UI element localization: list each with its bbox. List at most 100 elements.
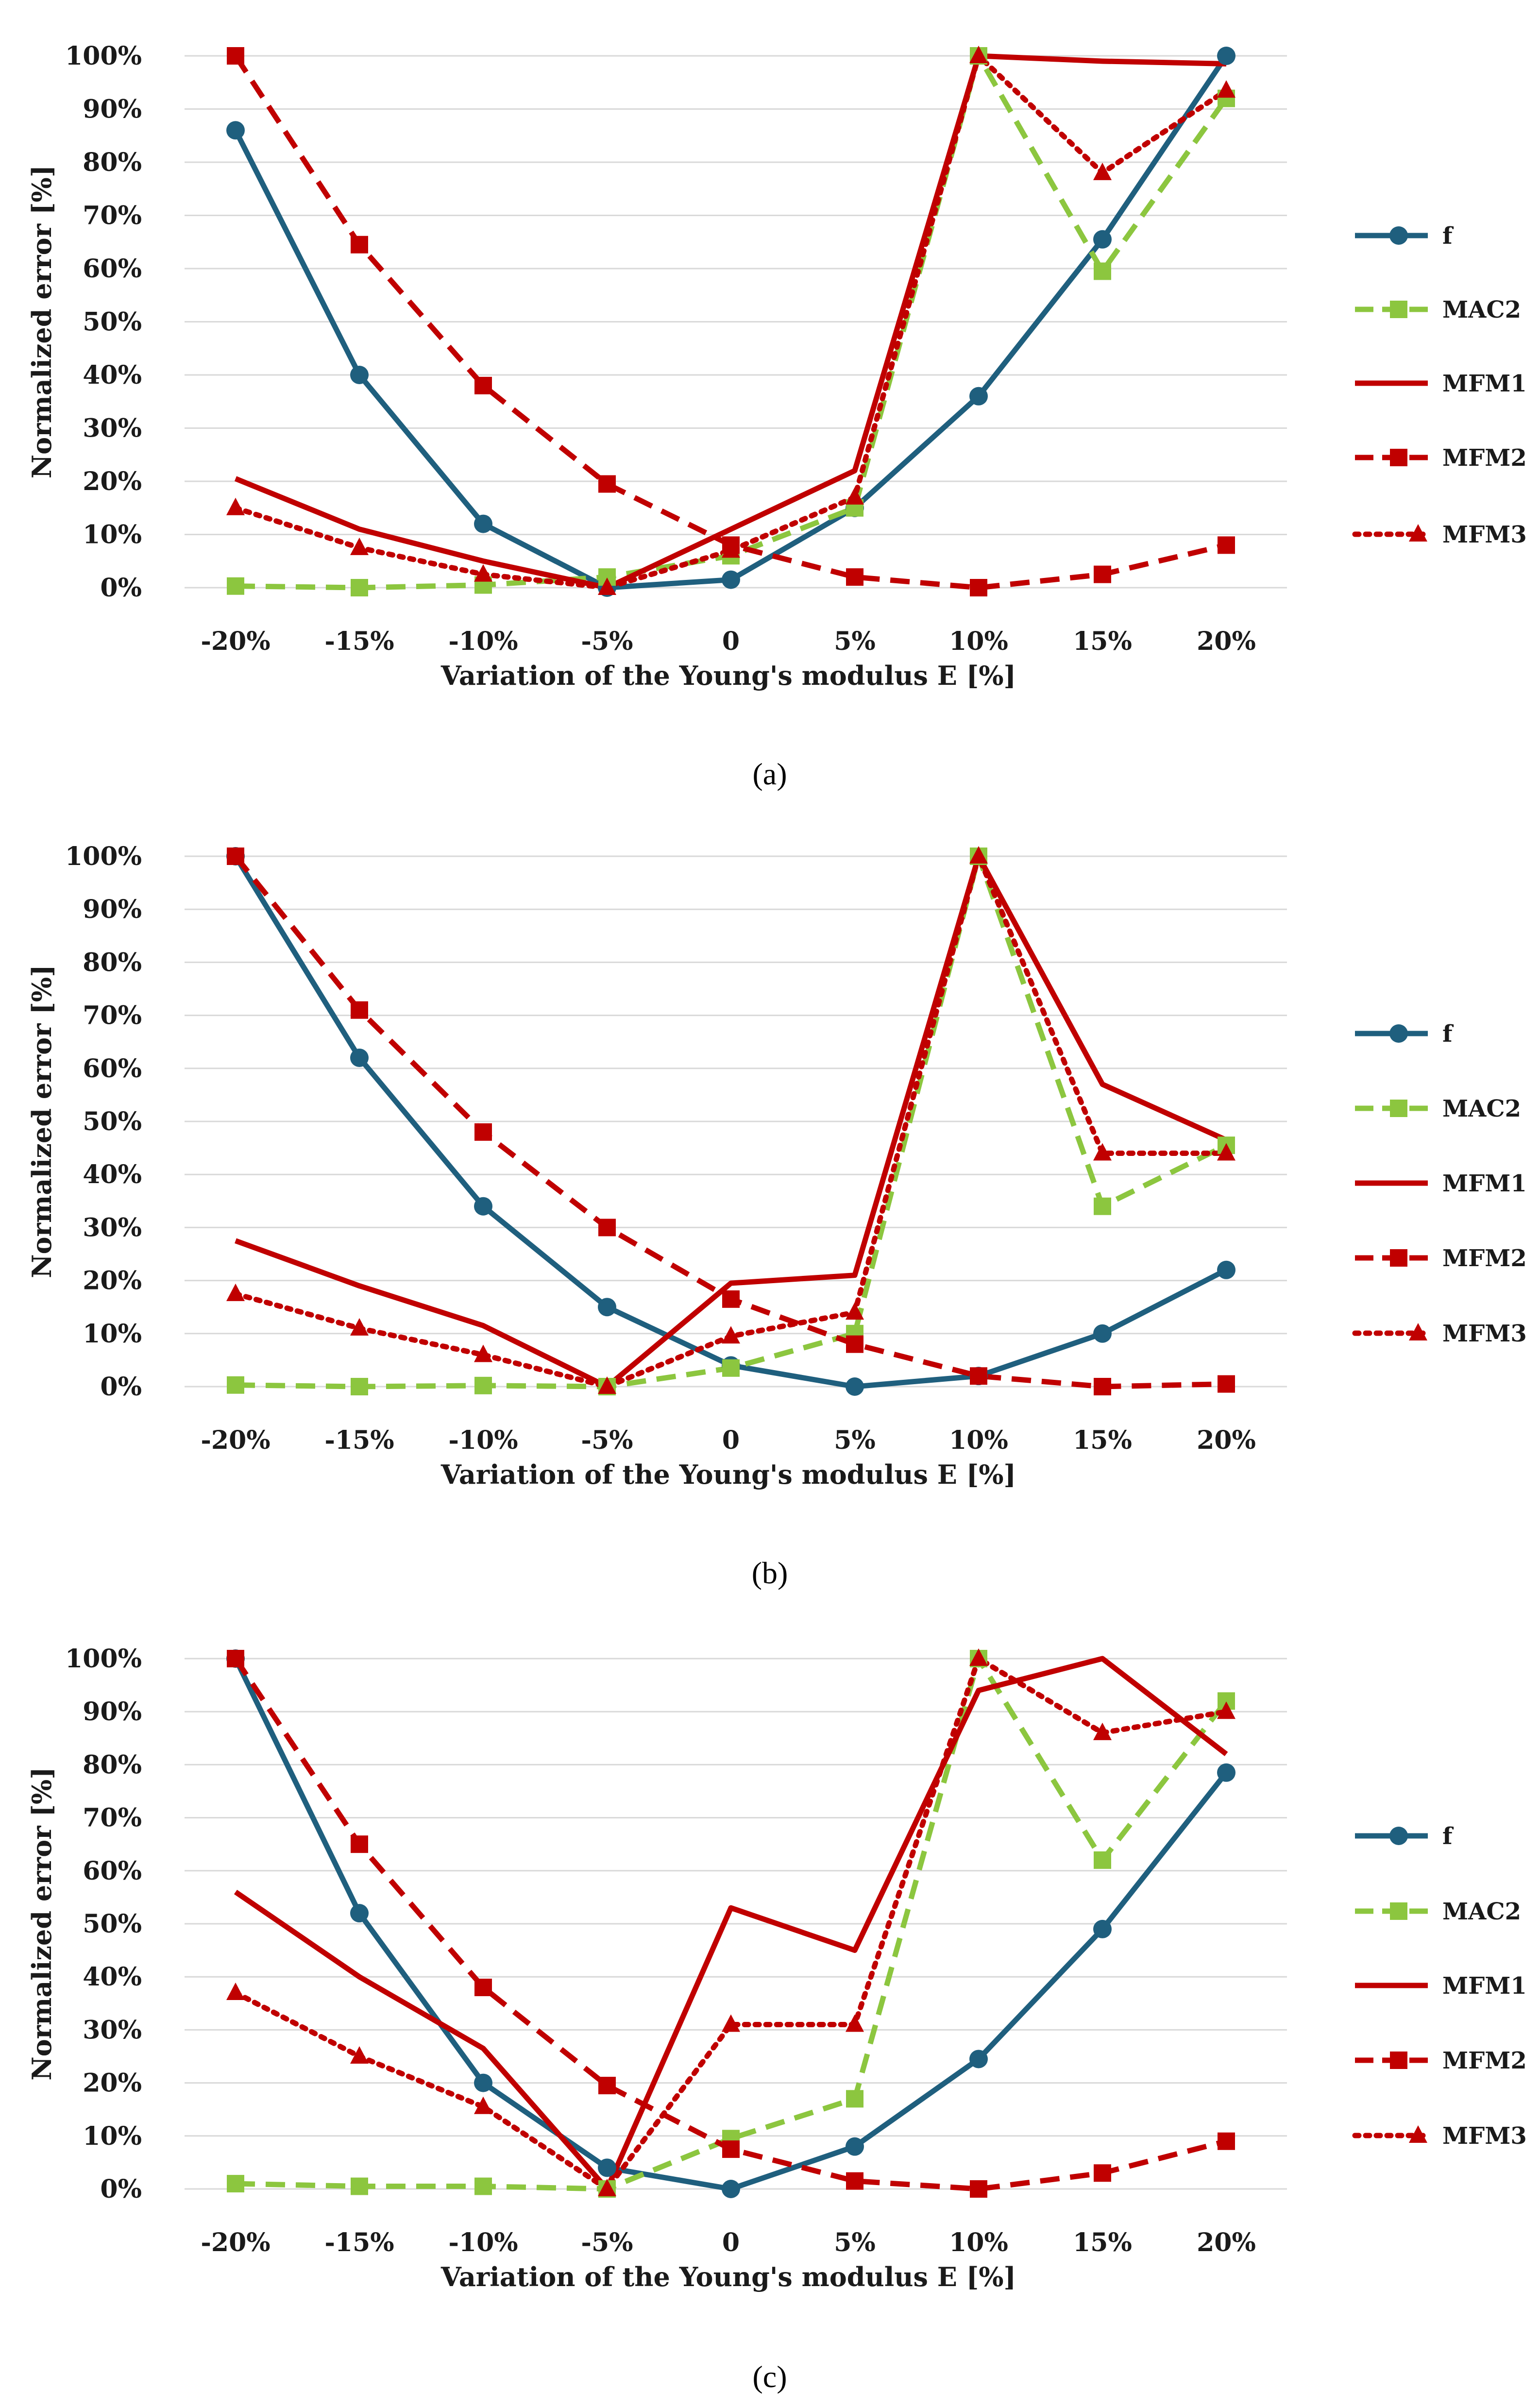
x-tick-label: -10% (448, 627, 518, 656)
y-tick-label: 80% (83, 1750, 142, 1780)
data-point-mfm2 (846, 1335, 863, 1353)
data-point-mfm3 (846, 2014, 864, 2032)
x-tick-label: 15% (1073, 2228, 1132, 2257)
legend-label-mfm1: MFM1 (1442, 1972, 1527, 2000)
data-point-mfm3 (846, 487, 864, 505)
data-point-mfm3 (722, 540, 740, 558)
data-point-f (722, 2180, 740, 2198)
x-tick-label: 0 (722, 627, 740, 656)
data-point-mfm2 (474, 1979, 492, 1997)
data-point-mfm3 (474, 564, 492, 582)
data-point-f (846, 1377, 864, 1396)
y-tick-label: 30% (83, 2015, 142, 2045)
legend-marker-mfm3 (1409, 1323, 1427, 1340)
x-axis-title: Variation of the Young's modulus E [%] (440, 1459, 1016, 1490)
data-point-mfm2 (227, 47, 244, 65)
data-point-f (1093, 1324, 1112, 1343)
legend-marker-mac2 (1390, 301, 1407, 318)
legend-label-mfm2: MFM2 (1442, 2047, 1527, 2074)
legend-marker-mac2 (1390, 1100, 1407, 1117)
y-tick-label: 100% (65, 41, 142, 71)
data-point-mfm2 (722, 1290, 740, 1308)
data-point-mfm2 (598, 475, 616, 493)
y-tick-label: 70% (83, 1001, 142, 1031)
data-point-mfm2 (598, 2077, 616, 2095)
data-point-mfm2 (474, 376, 492, 394)
data-point-mfm3 (226, 1982, 245, 2000)
y-tick-label: 90% (83, 95, 142, 124)
x-tick-label: 0 (722, 2228, 740, 2257)
y-tick-label: 20% (83, 2069, 142, 2098)
data-point-f (226, 121, 245, 140)
series-line-mfm1 (234, 53, 1227, 591)
data-point-f (474, 514, 492, 533)
x-tick-label: -15% (324, 1425, 394, 1455)
y-tick-label: 50% (83, 1107, 142, 1136)
x-tick-label: 10% (949, 1425, 1008, 1455)
legend-label-mfm1: MFM1 (1442, 1170, 1527, 1197)
x-tick-label: -20% (201, 2228, 270, 2257)
x-tick-label: -5% (581, 2228, 633, 2257)
data-point-f (722, 570, 740, 589)
data-point-mac2 (351, 1378, 368, 1395)
data-point-mfm3 (846, 1302, 864, 1320)
data-point-mfm2 (351, 1835, 368, 1853)
data-point-f (846, 2137, 864, 2156)
y-tick-label: 10% (83, 520, 142, 550)
data-point-mac2 (227, 1376, 244, 1394)
data-point-mfm3 (474, 1344, 492, 1362)
data-point-f (1217, 1763, 1235, 1782)
x-tick-label: -5% (581, 627, 633, 656)
data-point-mfm3 (598, 2179, 616, 2196)
panel-label: (b) (752, 1556, 788, 1590)
data-point-f (350, 1048, 369, 1067)
data-point-mfm3 (722, 1326, 740, 1344)
data-point-mfm2 (1094, 565, 1111, 583)
y-tick-label: 0% (100, 2174, 142, 2204)
data-point-mfm3 (969, 1648, 988, 1666)
y-tick-label: 0% (100, 573, 142, 603)
data-point-mfm3 (1093, 1143, 1112, 1161)
data-point-mfm2 (351, 236, 368, 254)
x-tick-label: -20% (201, 627, 270, 656)
y-tick-label: 70% (83, 1803, 142, 1833)
x-tick-label: 10% (949, 627, 1008, 656)
data-point-f (598, 2158, 616, 2177)
x-tick-label: 5% (834, 1425, 876, 1455)
data-point-mfm2 (722, 2140, 740, 2158)
series-line-mfm1 (235, 853, 1228, 1390)
data-point-mac2 (1094, 262, 1111, 280)
x-tick-label: 20% (1197, 627, 1256, 656)
data-point-mac2 (227, 577, 244, 595)
x-tick-label: -15% (324, 627, 394, 656)
legend-marker-mfm3 (1409, 2125, 1427, 2143)
data-point-f (350, 366, 369, 384)
legend-label-mfm1: MFM1 (1442, 370, 1527, 397)
y-axis-title: Normalized error [%] (26, 165, 57, 479)
legend-marker-mfm2 (1390, 2052, 1407, 2069)
data-point-f (474, 2073, 492, 2092)
data-point-mac2 (351, 2177, 368, 2195)
x-axis-title: Variation of the Young's modulus E [%] (440, 2261, 1016, 2292)
y-tick-label: 100% (65, 842, 142, 871)
data-point-mfm3 (1093, 1722, 1112, 1740)
y-tick-label: 20% (83, 1266, 142, 1296)
y-axis-title: Normalized error [%] (26, 1767, 57, 2081)
data-point-mac2 (1094, 1851, 1111, 1869)
y-tick-label: 60% (83, 1856, 142, 1886)
chart-panel-2: 0% 10% 20% 30% 40% 50% 60% 70% 80% 90% 100% -20% -15… (26, 842, 1527, 1590)
data-point-mfm3 (350, 2046, 369, 2064)
data-point-mfm2 (1094, 2164, 1111, 2182)
data-point-mfm3 (350, 1318, 369, 1336)
legend-label-f: f (1442, 1823, 1454, 1850)
data-point-mac2 (846, 2090, 863, 2108)
series-line-mfm1 (234, 1656, 1228, 2192)
data-point-mfm3 (474, 2096, 492, 2114)
legend-label-f: f (1442, 222, 1454, 250)
data-point-mfm3 (226, 497, 245, 515)
legend-label-mfm3: MFM3 (1442, 2122, 1527, 2150)
y-tick-label: 70% (83, 201, 142, 231)
panel-label: (a) (752, 757, 787, 791)
legend-marker-mfm3 (1409, 524, 1427, 542)
y-tick-label: 80% (83, 948, 142, 977)
